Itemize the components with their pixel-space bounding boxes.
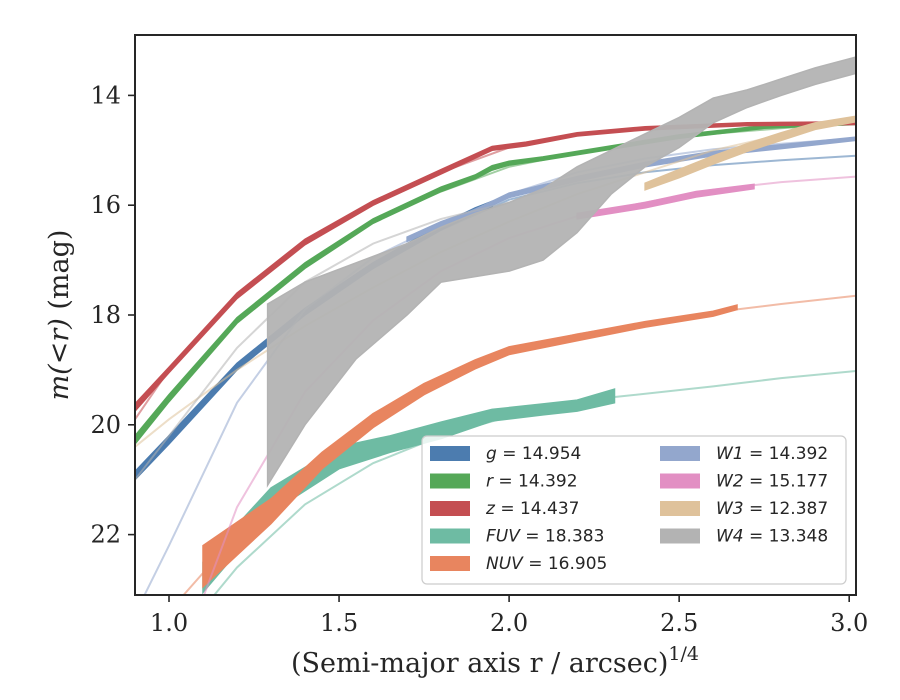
series-nuv: [182, 294, 856, 595]
series-z: [135, 120, 856, 420]
x-tick-label: 1.5: [320, 609, 358, 637]
legend-frame: [421, 435, 847, 585]
legend-swatch: [660, 528, 700, 544]
series-w3-measured-band: [644, 115, 856, 191]
series-w4-measured-band: [266, 56, 856, 488]
legend-label: g = 14.954: [486, 444, 581, 464]
y-axis-label: m(<r) (mag): [44, 230, 75, 401]
axes-layer: 1.0 1.5 2.0 2.5 3.0 14 16 18 20 22: [90, 81, 868, 637]
legend-item-w2: W2 = 15.177: [660, 472, 828, 492]
x-axis-label-exponent: 1/4: [668, 643, 699, 665]
legend-label: NUV = 16.905: [486, 554, 607, 574]
legend-item-w3: W3 = 12.387: [660, 499, 828, 519]
legend-swatch: [660, 446, 700, 461]
legend-swatch: [430, 528, 470, 544]
x-tick-label: 3.0: [830, 609, 868, 637]
x-tick-label: 1.0: [150, 609, 188, 637]
legend-item-nuv: NUV = 16.905: [430, 554, 607, 574]
legend-item-r: r = 14.392: [430, 472, 578, 492]
y-tick-label: 20: [90, 411, 121, 439]
legend-label: r = 14.392: [486, 472, 578, 492]
series-w2-measured-band: [576, 183, 755, 220]
legend-swatch: [430, 556, 470, 571]
series-layer: [135, 56, 856, 595]
legend: g = 14.954 r = 14.392 z = 14.437 FUV = 18.3…: [421, 435, 847, 585]
legend-item-g: g = 14.954: [430, 444, 581, 464]
legend-swatch: [430, 446, 470, 461]
legend-swatch: [430, 473, 470, 489]
y-tick-label: 16: [90, 191, 121, 219]
y-tick-label: 14: [90, 81, 121, 109]
y-tick-label: 22: [90, 521, 121, 549]
legend-label: W4 = 13.348: [716, 527, 828, 547]
legend-label: FUV = 18.383: [486, 527, 604, 547]
legend-swatch: [660, 501, 700, 516]
x-tick-label: 2.5: [660, 609, 698, 637]
x-axis-label: (Semi-major axis r / arcsec)1/4: [291, 643, 699, 679]
legend-item-z: z = 14.437: [430, 499, 579, 519]
legend-item-w4: W4 = 13.348: [660, 527, 828, 547]
legend-label: W2 = 15.177: [716, 472, 828, 492]
x-tick-label: 2.0: [490, 609, 528, 637]
series-z-measured-band: [135, 120, 856, 413]
series-r: [135, 120, 856, 446]
legend-label: W1 = 14.392: [716, 444, 828, 464]
y-tick-label: 18: [90, 301, 121, 329]
legend-item-fuv: FUV = 18.383: [430, 527, 604, 547]
legend-swatch: [660, 473, 700, 489]
series-r-measured-band: [135, 120, 856, 446]
legend-swatch: [430, 501, 470, 516]
legend-label: W3 = 12.387: [716, 499, 828, 519]
legend-item-w1: W1 = 14.392: [660, 444, 828, 464]
series-w4: [135, 56, 856, 488]
series-nuv-measured-band: [202, 304, 738, 589]
legend-label: z = 14.437: [485, 499, 579, 519]
